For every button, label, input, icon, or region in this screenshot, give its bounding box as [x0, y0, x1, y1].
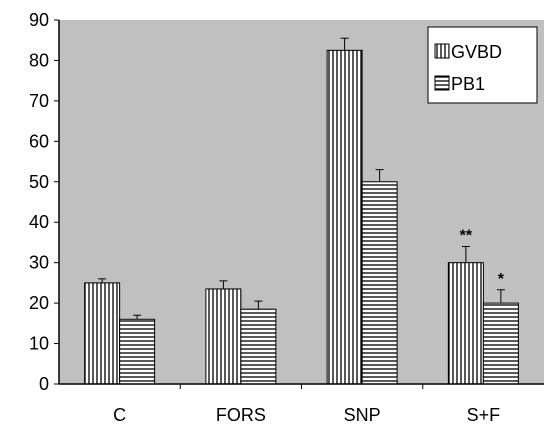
bar-gvbd-c	[84, 282, 121, 385]
y-tick-label: 50	[29, 172, 49, 192]
y-tick-label: 60	[29, 131, 49, 151]
y-tick-label: 0	[39, 374, 49, 394]
legend-swatch-gvbd	[434, 43, 450, 59]
bar-pb1-sf	[482, 302, 519, 385]
y-tick-label: 10	[29, 334, 49, 354]
significance-marker: *	[498, 271, 505, 288]
y-tick-label: 80	[29, 50, 49, 70]
y-tick-label: 70	[29, 91, 49, 111]
y-tick-label: 40	[29, 212, 49, 232]
bar-pb1-snp	[361, 181, 398, 385]
legend-label-pb1: PB1	[451, 74, 485, 94]
y-tick-label: 90	[29, 10, 49, 30]
bar-pb1-fors	[240, 308, 277, 385]
significance-marker: **	[460, 227, 473, 244]
significance-annotations: ***	[460, 227, 505, 287]
bar-gvbd-sf	[447, 262, 484, 385]
y-tick-label: 30	[29, 253, 49, 273]
y-tick-label: 20	[29, 293, 49, 313]
y-axis-ticks: 0 10 20 30 40 50 60 70 80 90	[29, 10, 424, 394]
category-label: FORS	[216, 405, 266, 425]
bars	[84, 37, 519, 385]
legend: GVBD PB1	[427, 26, 538, 104]
bar-gvbd-fors	[205, 288, 242, 385]
category-labels: C FORS SNP S+F	[113, 405, 500, 425]
bar-gvbd-snp	[326, 49, 363, 385]
category-label: S+F	[467, 405, 501, 425]
legend-swatch-pb1	[434, 75, 450, 91]
legend-label-gvbd: GVBD	[451, 42, 502, 62]
bar-pb1-c	[119, 318, 156, 385]
category-label: C	[113, 405, 126, 425]
category-label: SNP	[344, 405, 381, 425]
